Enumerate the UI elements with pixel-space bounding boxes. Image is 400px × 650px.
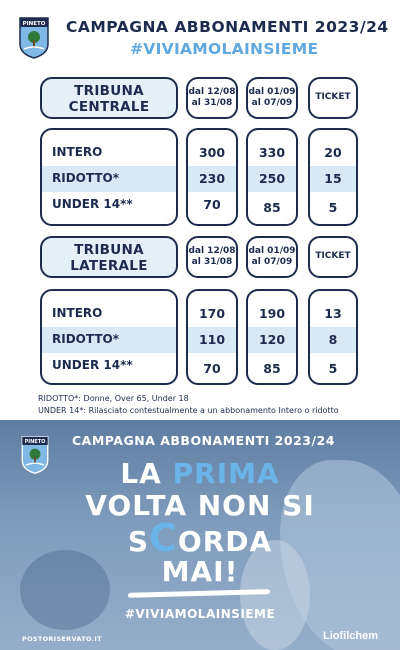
sector-header-centrale: TRIBUNA CENTRALE (40, 77, 178, 119)
slogan-highlight: PRIMA (172, 457, 280, 490)
promo-banner: PINETO CAMPAGNA ABBONAMENTI 2023/24 LA P… (0, 420, 400, 650)
prices-ticket-laterale: 13 8 5 (308, 289, 358, 385)
footnote-ridotto: RIDOTTO*: Donne, Over 65, Under 18 (38, 394, 189, 403)
price-cell: 85 (263, 361, 281, 376)
table-row: UNDER 14** (42, 192, 176, 218)
slogan-text: LA (120, 457, 173, 490)
sector-header-laterale: TRIBUNA LATERALE (40, 236, 178, 278)
slogan-highlight: C (149, 516, 178, 560)
page-title: CAMPAGNA ABBONAMENTI 2023/24 (66, 18, 389, 36)
table-row: UNDER 14** (42, 353, 176, 379)
price-labels-centrale: INTERO RIDOTTO* UNDER 14** (40, 128, 178, 226)
photo-shape (240, 540, 310, 650)
period-early-to: al 31/08 (191, 98, 233, 108)
period-header-late: dal 01/09 al 07/09 (246, 236, 298, 278)
prices-early-laterale: 170 110 70 (186, 289, 238, 385)
slogan-line-4: MAI! (161, 555, 239, 588)
prices-ticket-centrale: 20 15 5 (308, 128, 358, 226)
table-row: RIDOTTO* (42, 327, 176, 353)
slogan-text: ORDA (177, 525, 273, 558)
slogan-text: S (127, 525, 149, 558)
period-header-late: dal 01/09 al 07/09 (246, 77, 298, 119)
sponsor-logo: Liofilchem (322, 630, 378, 642)
price-cell: 20 (324, 145, 342, 160)
club-crest-icon: PINETO (21, 436, 49, 474)
table-row: RIDOTTO* (42, 166, 176, 192)
footnote-under14: UNDER 14*: Rilasciato contestualmente a … (38, 406, 339, 415)
period-early-to: al 31/08 (191, 257, 233, 267)
banner-title: CAMPAGNA ABBONAMENTI 2023/24 (72, 433, 335, 448)
period-late-to: al 07/09 (251, 257, 293, 267)
period-header-early: dal 12/08 al 31/08 (186, 236, 238, 278)
footnotes: RIDOTTO*: Donne, Over 65, Under 18 UNDER… (38, 393, 339, 417)
hashtag: #VIVIAMOLAINSIEME (130, 40, 319, 58)
price-cell: 70 (203, 361, 221, 376)
ticket-header: TICKET (308, 77, 358, 119)
period-late-from: dal 01/09 (248, 87, 296, 97)
slogan-line-2: VOLTA NON SI (85, 489, 315, 522)
price-cell: 85 (263, 200, 281, 215)
sector-name-line1: TRIBUNA (74, 242, 144, 258)
sector-name-line1: TRIBUNA (74, 83, 144, 99)
row-label: UNDER 14** (52, 197, 133, 211)
header: PINETO CAMPAGNA ABBONAMENTI 2023/24 #VIV… (0, 0, 400, 72)
price-cell: 8 (310, 327, 356, 353)
period-header-early: dal 12/08 al 31/08 (186, 77, 238, 119)
price-cell: 190 (258, 306, 286, 321)
period-late-to: al 07/09 (251, 98, 293, 108)
period-early-from: dal 12/08 (188, 246, 236, 256)
period-late-from: dal 01/09 (248, 246, 296, 256)
row-label: INTERO (52, 306, 103, 320)
prices-late-centrale: 330 250 85 (246, 128, 298, 226)
price-cell: 70 (203, 197, 221, 212)
crest-text: PINETO (25, 439, 46, 445)
slogan-line-3: SCORDA (0, 519, 400, 558)
period-early-from: dal 12/08 (188, 87, 236, 97)
price-cell: 120 (248, 327, 296, 353)
row-label: UNDER 14** (52, 358, 133, 372)
website-credit: POSTORISERVATO.IT (22, 635, 102, 643)
price-cell: 250 (248, 166, 296, 192)
sector-name-line2: LATERALE (70, 258, 148, 274)
photo-shape (20, 550, 110, 630)
row-label: INTERO (52, 145, 103, 159)
price-cell: 330 (258, 145, 286, 160)
price-cell: 300 (198, 145, 226, 160)
prices-early-centrale: 300 230 70 (186, 128, 238, 226)
ticket-header: TICKET (308, 236, 358, 278)
table-row: INTERO (42, 140, 176, 166)
price-cell: 230 (188, 166, 236, 192)
price-labels-laterale: INTERO RIDOTTO* UNDER 14** (40, 289, 178, 385)
banner-hashtag: #VIVIAMOLAINSIEME (124, 607, 276, 621)
crest-text: PINETO (23, 21, 46, 27)
club-crest-icon: PINETO (19, 17, 49, 59)
sector-name-line2: CENTRALE (68, 99, 150, 115)
row-label: RIDOTTO* (52, 332, 119, 346)
price-cell: 170 (198, 306, 226, 321)
slogan-line-1: LA PRIMA (0, 458, 400, 490)
prices-late-laterale: 190 120 85 (246, 289, 298, 385)
price-cell: 5 (328, 361, 338, 376)
ticket-label: TICKET (315, 92, 351, 102)
price-cell: 110 (188, 327, 236, 353)
price-cell: 13 (324, 306, 342, 321)
table-row: INTERO (42, 301, 176, 327)
price-cell: 15 (310, 166, 356, 192)
ticket-label: TICKET (315, 251, 351, 261)
row-label: RIDOTTO* (52, 171, 119, 185)
price-cell: 5 (328, 200, 338, 215)
